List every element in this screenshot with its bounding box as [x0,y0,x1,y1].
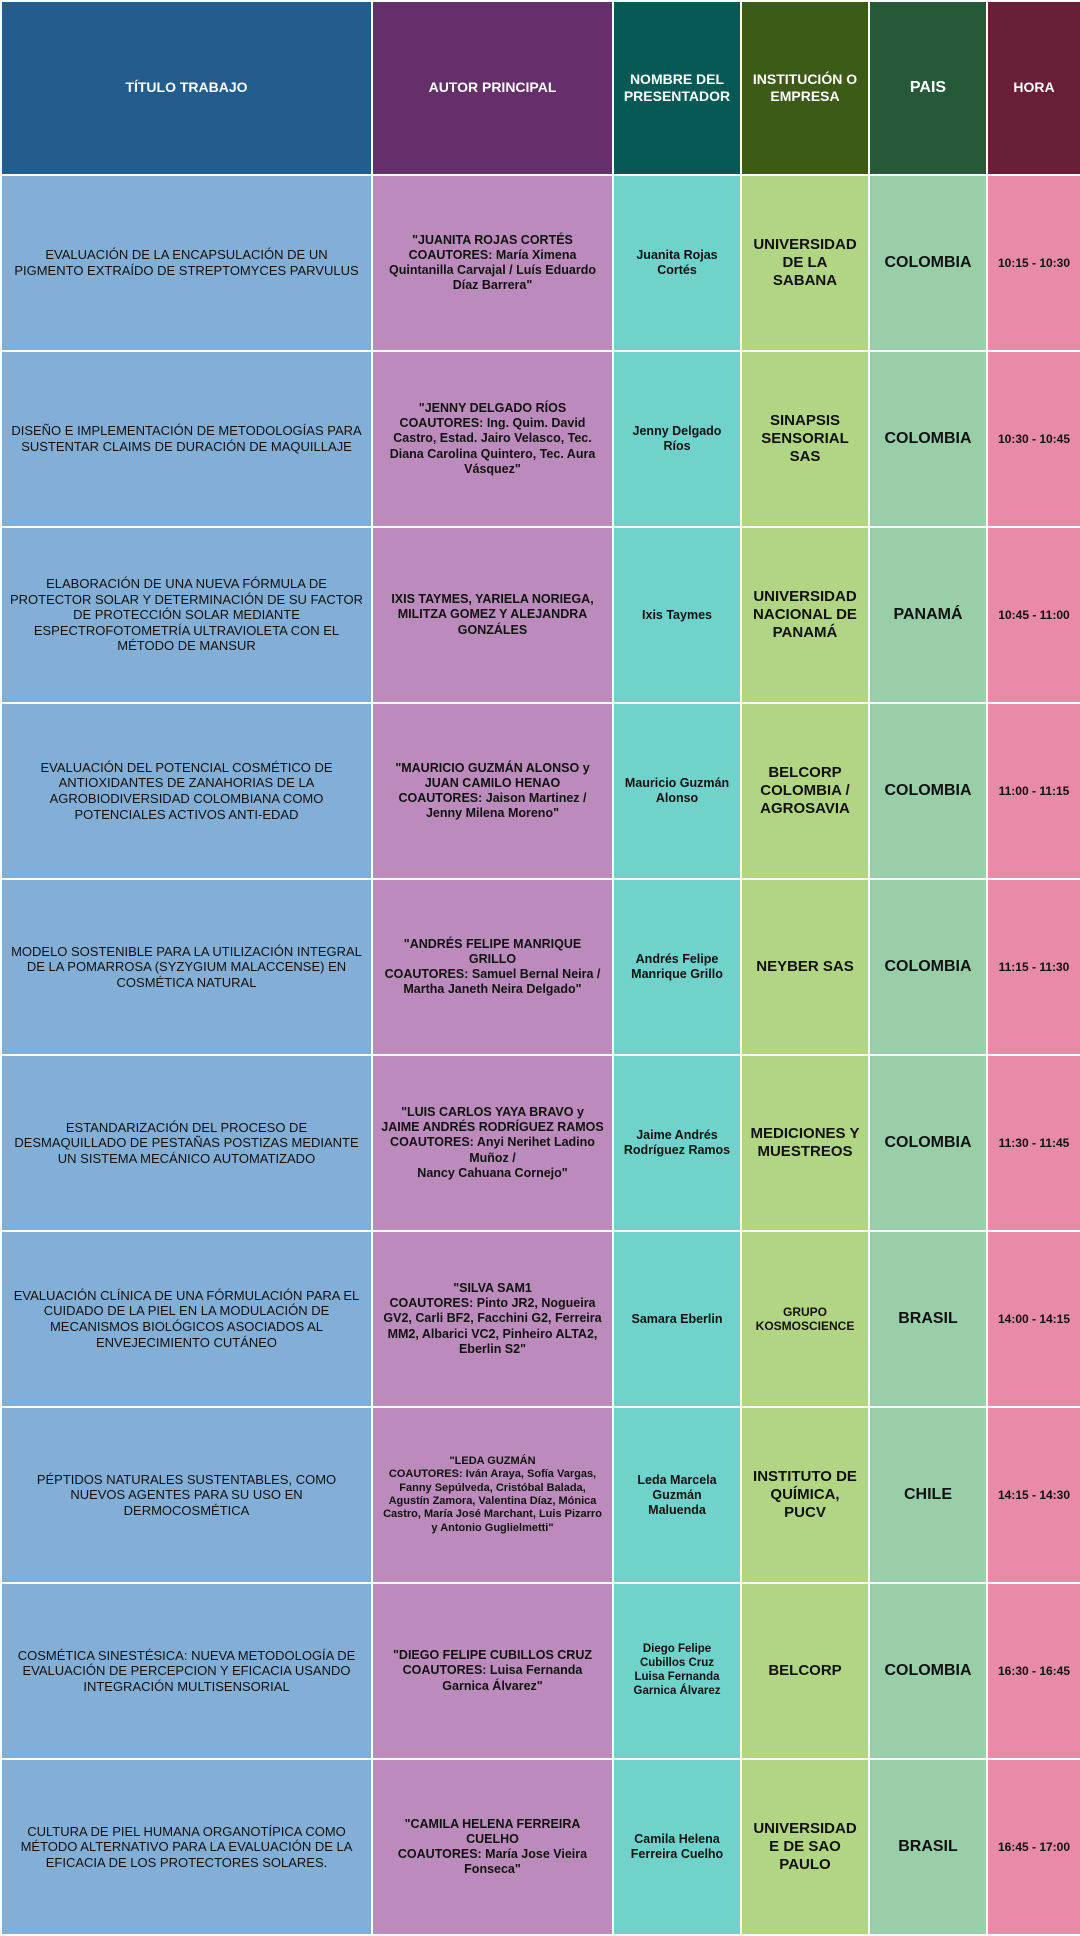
cell-autor: "LEDA GUZMÁN COAUTORES: Iván Araya, Sofí… [371,1406,614,1584]
header-pais: PAIS [868,0,988,176]
cell-titulo: EVALUACIÓN CLÍNICA DE UNA FÓRMULACIÓN PA… [0,1230,373,1408]
cell-hora: 11:15 - 11:30 [986,878,1080,1056]
cell-institucion: BELCORP COLOMBIA / AGROSAVIA [740,702,870,880]
table-row: DISEÑO E IMPLEMENTACIÓN DE METODOLOGÍAS … [0,350,1080,528]
header-presentador: NOMBRE DEL PRESENTADOR [612,0,742,176]
header-titulo: TÍTULO TRABAJO [0,0,373,176]
cell-pais: COLOMBIA [868,350,988,528]
cell-institucion: INSTITUTO DE QUÍMICA, PUCV [740,1406,870,1584]
cell-institucion: NEYBER SAS [740,878,870,1056]
cell-autor: "MAURICIO GUZMÁN ALONSO y JUAN CAMILO HE… [371,702,614,880]
cell-autor: IXIS TAYMES, YARIELA NORIEGA, MILITZA GO… [371,526,614,704]
cell-titulo: CULTURA DE PIEL HUMANA ORGANOTÍPICA COMO… [0,1758,373,1936]
cell-presentador: Diego Felipe Cubillos Cruz Luisa Fernand… [612,1582,742,1760]
cell-pais: COLOMBIA [868,702,988,880]
cell-institucion: UNIVERSIDAD NACIONAL DE PANAMÁ [740,526,870,704]
header-autor: AUTOR PRINCIPAL [371,0,614,176]
cell-titulo: EVALUACIÓN DEL POTENCIAL COSMÉTICO DE AN… [0,702,373,880]
header-hora: HORA [986,0,1080,176]
cell-autor: "SILVA SAM1 COAUTORES: Pinto JR2, Noguei… [371,1230,614,1408]
cell-pais: BRASIL [868,1758,988,1936]
cell-presentador: Samara Eberlin [612,1230,742,1408]
cell-hora: 10:45 - 11:00 [986,526,1080,704]
header-row: TÍTULO TRABAJO AUTOR PRINCIPAL NOMBRE DE… [0,0,1080,176]
table-row: ELABORACIÓN DE UNA NUEVA FÓRMULA DE PROT… [0,526,1080,704]
header-institucion: INSTITUCIÓN O EMPRESA [740,0,870,176]
cell-hora: 14:15 - 14:30 [986,1406,1080,1584]
cell-pais: COLOMBIA [868,1582,988,1760]
cell-institucion: BELCORP [740,1582,870,1760]
cell-autor: "CAMILA HELENA FERREIRA CUELHO COAUTORES… [371,1758,614,1936]
cell-presentador: Leda Marcela Guzmán Maluenda [612,1406,742,1584]
cell-presentador: Jaime Andrés Rodríguez Ramos [612,1054,742,1232]
cell-institucion: UNIVERSIDAD DE LA SABANA [740,174,870,352]
table-row: EVALUACIÓN CLÍNICA DE UNA FÓRMULACIÓN PA… [0,1230,1080,1408]
cell-pais: PANAMÁ [868,526,988,704]
table-row: MODELO SOSTENIBLE PARA LA UTILIZACIÓN IN… [0,878,1080,1056]
cell-hora: 11:00 - 11:15 [986,702,1080,880]
table-row: ESTANDARIZACIÓN DEL PROCESO DE DESMAQUIL… [0,1054,1080,1232]
cell-institucion: GRUPO KOSMOSCIENCE [740,1230,870,1408]
cell-titulo: PÉPTIDOS NATURALES SUSTENTABLES, COMO NU… [0,1406,373,1584]
cell-presentador: Camila Helena Ferreira Cuelho [612,1758,742,1936]
cell-autor: "JUANITA ROJAS CORTÉS COAUTORES: María X… [371,174,614,352]
cell-autor: "ANDRÉS FELIPE MANRIQUE GRILLO COAUTORES… [371,878,614,1056]
cell-presentador: Andrés Felipe Manrique Grillo [612,878,742,1056]
cell-autor: "JENNY DELGADO RÍOS COAUTORES: Ing. Quim… [371,350,614,528]
cell-autor: "DIEGO FELIPE CUBILLOS CRUZ COAUTORES: L… [371,1582,614,1760]
cell-pais: CHILE [868,1406,988,1584]
cell-pais: COLOMBIA [868,174,988,352]
cell-hora: 10:30 - 10:45 [986,350,1080,528]
cell-pais: COLOMBIA [868,1054,988,1232]
cell-titulo: COSMÉTICA SINESTÉSICA: NUEVA METODOLOGÍA… [0,1582,373,1760]
table-row: EVALUACIÓN DE LA ENCAPSULACIÓN DE UN PIG… [0,174,1080,352]
cell-hora: 16:45 - 17:00 [986,1758,1080,1936]
cell-hora: 16:30 - 16:45 [986,1582,1080,1760]
cell-pais: COLOMBIA [868,878,988,1056]
table-row: CULTURA DE PIEL HUMANA ORGANOTÍPICA COMO… [0,1758,1080,1936]
cell-hora: 14:00 - 14:15 [986,1230,1080,1408]
cell-titulo: EVALUACIÓN DE LA ENCAPSULACIÓN DE UN PIG… [0,174,373,352]
cell-presentador: Juanita Rojas Cortés [612,174,742,352]
cell-titulo: MODELO SOSTENIBLE PARA LA UTILIZACIÓN IN… [0,878,373,1056]
table-row: PÉPTIDOS NATURALES SUSTENTABLES, COMO NU… [0,1406,1080,1584]
cell-institucion: UNIVERSIDADE DE SAO PAULO [740,1758,870,1936]
cell-autor: "LUIS CARLOS YAYA BRAVO y JAIME ANDRÉS R… [371,1054,614,1232]
cell-titulo: DISEÑO E IMPLEMENTACIÓN DE METODOLOGÍAS … [0,350,373,528]
cell-titulo: ESTANDARIZACIÓN DEL PROCESO DE DESMAQUIL… [0,1054,373,1232]
cell-hora: 10:15 - 10:30 [986,174,1080,352]
cell-titulo: ELABORACIÓN DE UNA NUEVA FÓRMULA DE PROT… [0,526,373,704]
cell-institucion: MEDICIONES Y MUESTREOS [740,1054,870,1232]
cell-presentador: Jenny Delgado Ríos [612,350,742,528]
cell-hora: 11:30 - 11:45 [986,1054,1080,1232]
table-row: COSMÉTICA SINESTÉSICA: NUEVA METODOLOGÍA… [0,1582,1080,1760]
cell-institucion: SINAPSIS SENSORIAL SAS [740,350,870,528]
table-row: EVALUACIÓN DEL POTENCIAL COSMÉTICO DE AN… [0,702,1080,880]
cell-pais: BRASIL [868,1230,988,1408]
cell-presentador: Ixis Taymes [612,526,742,704]
cell-presentador: Mauricio Guzmán Alonso [612,702,742,880]
